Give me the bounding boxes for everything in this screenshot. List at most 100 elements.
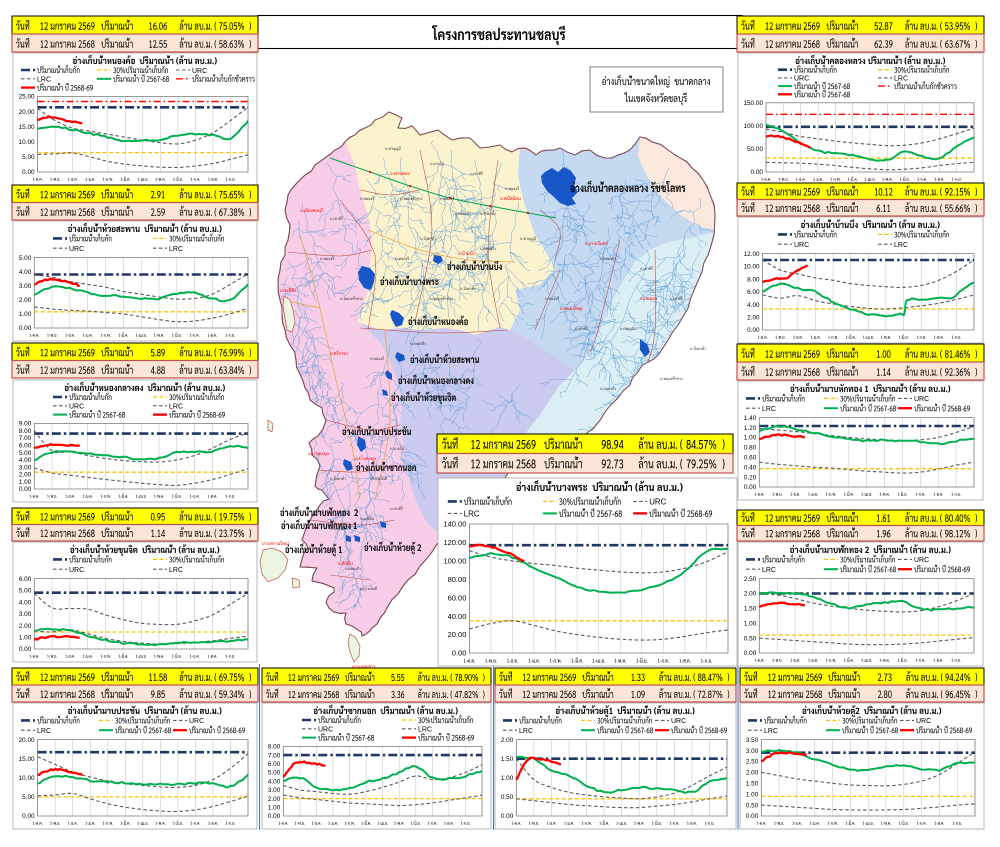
svg-text:1.50: 1.50 (746, 781, 759, 788)
svg-text:15.00: 15.00 (19, 124, 35, 131)
svg-text:5.00: 5.00 (22, 154, 35, 161)
svg-text:3.50: 3.50 (746, 737, 759, 744)
svg-text:0.20: 0.20 (744, 474, 757, 481)
svg-text:URC: URC (192, 68, 207, 75)
svg-text:2.50: 2.50 (744, 576, 757, 583)
svg-text:0.00: 0.00 (268, 813, 281, 820)
svg-text:100.00: 100.00 (743, 123, 763, 130)
svg-text:2.00: 2.00 (747, 315, 760, 322)
svg-text:80.00: 80.00 (448, 575, 467, 584)
svg-text:URC: URC (794, 76, 809, 83)
svg-text:4.00: 4.00 (268, 778, 281, 785)
svg-text:0.00: 0.00 (744, 650, 757, 657)
svg-text:LRC: LRC (519, 728, 533, 735)
svg-text:140.00: 140.00 (443, 520, 466, 529)
svg-text:6.00: 6.00 (747, 289, 760, 296)
svg-text:120.00: 120.00 (443, 538, 466, 547)
svg-text:0.00: 0.00 (22, 813, 35, 820)
svg-text:0.50: 0.50 (501, 794, 514, 801)
svg-text:4.00: 4.00 (19, 599, 32, 606)
svg-text:LRC: LRC (464, 510, 480, 519)
svg-text:LRC: LRC (762, 406, 776, 413)
svg-text:LRC: LRC (169, 246, 183, 253)
svg-text:LRC: LRC (894, 76, 908, 83)
svg-text:1.00: 1.00 (744, 435, 757, 442)
svg-text:9.00: 9.00 (19, 421, 32, 428)
svg-text:1.50: 1.50 (501, 756, 514, 763)
svg-text:0.00: 0.00 (22, 169, 35, 176)
svg-text:LRC: LRC (762, 567, 776, 574)
svg-text:20.00: 20.00 (448, 630, 467, 639)
svg-text:1.40: 1.40 (744, 415, 757, 422)
svg-text:7.00: 7.00 (19, 435, 32, 442)
svg-text:2.00: 2.00 (744, 591, 757, 598)
svg-text:10.00: 10.00 (19, 775, 35, 782)
svg-text:1.20: 1.20 (744, 425, 757, 432)
svg-text:8.00: 8.00 (747, 276, 760, 283)
svg-text:1.00: 1.00 (746, 791, 759, 798)
svg-text:40.00: 40.00 (448, 612, 467, 621)
svg-text:URC: URC (914, 557, 929, 564)
svg-text:12.00: 12.00 (744, 251, 760, 258)
svg-text:3.00: 3.00 (19, 283, 32, 290)
svg-text:4.00: 4.00 (747, 302, 760, 309)
svg-text:2.00: 2.00 (501, 737, 514, 744)
svg-text:0.00: 0.00 (744, 484, 757, 491)
svg-text:3.00: 3.00 (746, 748, 759, 755)
svg-text:5.00: 5.00 (19, 255, 32, 262)
svg-text:0.00: 0.00 (746, 813, 759, 820)
svg-text:0.00: 0.00 (452, 649, 467, 658)
svg-text:LRC: LRC (418, 727, 432, 734)
svg-text:4.00: 4.00 (19, 269, 32, 276)
svg-text:0.80: 0.80 (744, 445, 757, 452)
svg-text:1.50: 1.50 (744, 606, 757, 613)
svg-text:5.00: 5.00 (268, 770, 281, 777)
svg-text:3.00: 3.00 (19, 611, 32, 618)
svg-text:URC: URC (914, 396, 929, 403)
svg-text:LRC: LRC (169, 567, 183, 574)
svg-text:20.00: 20.00 (19, 737, 35, 744)
svg-text:LRC: LRC (37, 77, 51, 84)
svg-text:5.00: 5.00 (22, 794, 35, 801)
svg-text:5.00: 5.00 (19, 588, 32, 595)
svg-text:0.60: 0.60 (744, 455, 757, 462)
svg-text:2.00: 2.00 (19, 472, 32, 479)
svg-text:0.00: 0.00 (501, 813, 514, 820)
svg-text:LRC: LRC (894, 242, 908, 249)
svg-text:6.00: 6.00 (19, 443, 32, 450)
svg-text:15.00: 15.00 (19, 756, 35, 763)
svg-text:URC: URC (69, 404, 84, 411)
svg-text:URC: URC (916, 718, 931, 725)
svg-text:URC: URC (69, 567, 84, 574)
svg-text:100.00: 100.00 (443, 557, 466, 566)
svg-text:6.00: 6.00 (19, 576, 32, 583)
svg-text:0.00: 0.00 (747, 327, 760, 334)
svg-text:20.00: 20.00 (19, 109, 35, 116)
svg-text:2.00: 2.00 (746, 770, 759, 777)
svg-text:2.00: 2.00 (19, 623, 32, 630)
svg-text:5.00: 5.00 (19, 450, 32, 457)
svg-text:LRC: LRC (764, 728, 778, 735)
svg-text:URC: URC (318, 727, 333, 734)
svg-text:0.50: 0.50 (744, 635, 757, 642)
svg-text:1.00: 1.00 (268, 805, 281, 812)
svg-text:1.00: 1.00 (501, 775, 514, 782)
svg-text:150.00: 150.00 (743, 100, 763, 107)
svg-text:3.00: 3.00 (19, 464, 32, 471)
svg-text:10.00: 10.00 (19, 139, 35, 146)
svg-text:7.00: 7.00 (268, 752, 281, 759)
svg-text:50.00: 50.00 (747, 146, 763, 153)
svg-text:1.00: 1.00 (744, 621, 757, 628)
svg-text:25.00: 25.00 (19, 94, 35, 101)
svg-text:LRC: LRC (37, 728, 51, 735)
svg-text:6.00: 6.00 (268, 761, 281, 768)
svg-text:0.00: 0.00 (19, 486, 32, 493)
svg-text:1.00: 1.00 (19, 479, 32, 486)
svg-text:2.00: 2.00 (19, 297, 32, 304)
svg-text:0.00: 0.00 (19, 646, 32, 653)
svg-text:0.40: 0.40 (744, 464, 757, 471)
svg-text:2.50: 2.50 (746, 759, 759, 766)
svg-text:1.00: 1.00 (19, 311, 32, 318)
svg-text:4.00: 4.00 (19, 457, 32, 464)
svg-text:LRC: LRC (169, 404, 183, 411)
